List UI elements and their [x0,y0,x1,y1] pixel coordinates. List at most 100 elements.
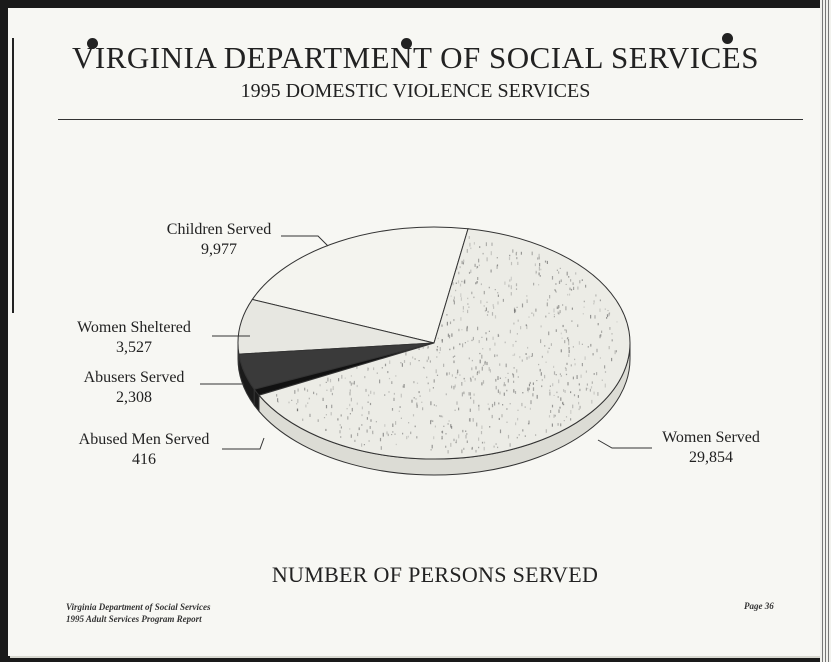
speckle [590,386,593,389]
speckle [400,362,402,364]
speckle [458,328,460,332]
speckle [339,430,341,434]
speckle [528,316,530,318]
speckle [570,418,572,421]
speckle [458,407,460,411]
speckle [520,326,522,330]
speckle [561,337,563,339]
speckle [554,289,556,291]
speckle [555,374,557,376]
speckle [478,258,480,263]
speckle [544,345,546,347]
speckle [515,340,517,343]
speckle [599,299,601,302]
speckle [453,299,455,302]
speckle [467,303,469,305]
speckle [305,404,307,408]
speckle [512,373,514,376]
speckle [536,380,538,382]
speckle [590,343,592,347]
speckle [606,317,608,319]
speckle [474,263,476,267]
speckle [559,310,561,314]
speckle [515,422,517,426]
speckle [441,430,444,434]
speckle [527,389,529,393]
speckle [478,370,480,374]
speckle [411,399,413,403]
speckle [344,377,346,379]
speckle [460,317,462,321]
speckle [550,410,552,413]
speckle [326,389,328,391]
speckle [608,312,611,315]
speckle [453,301,455,305]
speckle [277,401,279,403]
speckle [483,446,485,451]
speckle [337,418,339,421]
speckle [549,295,551,299]
speckle [480,283,482,286]
speckle [470,247,472,250]
speckle [594,315,596,319]
speckle [474,378,476,381]
speckle [464,380,466,382]
speckle [548,331,550,336]
speckle [467,297,469,300]
speckle [512,354,514,356]
speckle [509,329,511,334]
speckle [529,407,531,410]
speckle [370,419,372,422]
speckle [443,425,445,427]
speckle [436,346,439,348]
speckle [367,368,370,370]
speckle [356,402,358,405]
speckle [486,361,488,366]
speckle [504,384,506,387]
speckle [527,423,530,425]
page-subtitle: 1995 DOMESTIC VIOLENCE SERVICES [240,80,591,102]
speckle [276,394,278,397]
speckle [587,387,589,390]
speckle [570,410,572,414]
speckle [562,402,564,405]
speckle [471,359,473,362]
speckle [439,415,441,417]
speckle [458,434,460,439]
speckle [565,306,567,311]
speckle [340,414,342,417]
speckle [593,391,595,395]
speckle [532,387,535,391]
speckle [436,356,438,358]
speckle [560,349,562,353]
speckle [306,389,309,392]
speckle [516,333,518,335]
speckle [476,281,478,284]
speckle [478,264,480,267]
speckle [352,382,354,385]
speckle [441,431,443,433]
speckle [528,355,530,359]
speckle [537,257,539,260]
speckle [509,279,511,282]
speckle [552,383,554,387]
slice-value: 3,527 [116,339,152,356]
speckle [462,262,464,265]
speckle [441,437,443,440]
speckle [503,382,505,385]
speckle [400,417,402,419]
slice-value: 29,854 [689,449,733,466]
speckle [459,374,461,376]
speckle [470,269,472,273]
speckle [565,283,567,285]
punch-hole-middle [401,38,412,49]
speckle [567,382,569,386]
punch-hole-right [722,33,733,44]
speckle [599,308,601,312]
speckle [496,257,498,259]
speckle [568,341,570,346]
speckle [502,298,504,302]
speckle [513,367,515,369]
speckle [488,286,490,289]
speckle [593,373,595,375]
